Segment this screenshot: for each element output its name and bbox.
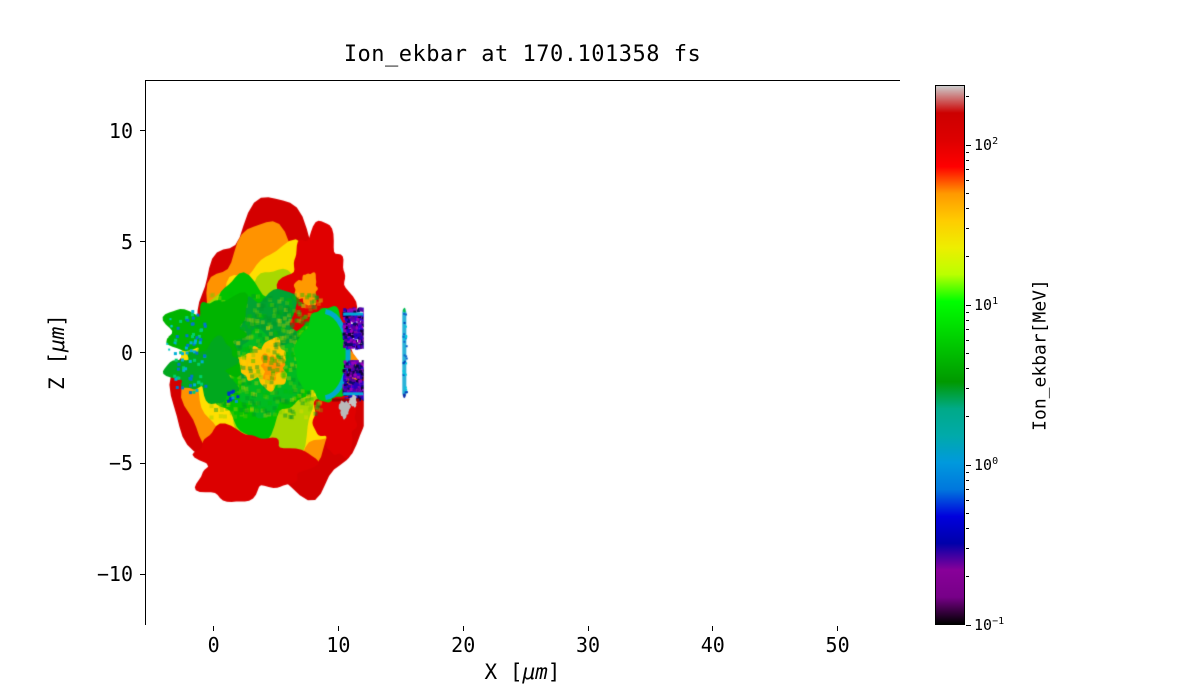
y-tick-label: −10 [96,562,133,587]
x-tick-label: 20 [451,633,476,657]
y-tick-label: 5 [120,229,133,254]
colorbar-minor-tick-mark [966,151,969,153]
colorbar-tick-label: 102 [974,136,998,154]
colorbar-minor-tick-mark [966,352,969,354]
colorbar-minor-tick-mark [966,329,969,331]
y-tick-mark [140,130,145,132]
x-tick-mark [337,626,339,631]
colorbar-minor-tick-mark [966,480,969,481]
y-tick-mark [140,462,145,464]
x-tick-mark [712,626,714,631]
y-tick-label: −5 [108,451,133,476]
colorbar-tick-label: 10−1 [974,616,1004,634]
colorbar-minor-tick-mark [966,192,969,194]
x-tick-mark [462,626,464,631]
colorbar-minor-tick-mark [966,528,969,530]
colorbar-minor-tick-mark [966,548,969,550]
colorbar-minor-tick-mark [966,311,969,313]
x-axis-label-post: ] [547,660,561,684]
y-tick-mark [140,241,145,243]
y-axis-label-mu: μm [45,326,69,353]
colorbar-minor-tick-mark [966,169,969,171]
y-axis-label-post: ] [45,314,69,327]
x-axis-label: X [μm] [145,660,900,684]
colorbar-minor-tick-mark [966,512,969,514]
colorbar-minor-tick-mark [966,499,969,501]
y-tick-mark [140,573,145,575]
colorbar-minor-tick-mark [966,96,969,98]
colorbar-minor-tick-mark [966,208,969,210]
colorbar-minor-tick-mark [966,416,969,418]
colorbar-tick-label: 101 [974,296,998,314]
x-axis-label-pre: X [ [484,660,523,684]
colorbar-minor-tick-mark [966,339,969,341]
y-axis-label-pre: Z [ [45,352,69,390]
colorbar-tick-exponent: 1 [992,296,999,307]
x-tick-mark [587,626,589,631]
x-axis-label-mu: μm [522,660,548,684]
colorbar-tick-base: 10 [974,616,993,634]
plot-area [145,80,901,626]
colorbar-minor-tick-mark [966,228,969,230]
plot-title: Ion_ekbar at 170.101358 fs [343,42,702,67]
colorbar-minor-tick-mark [966,471,969,473]
colorbar-minor-tick-mark [966,576,969,578]
x-tick-label: 40 [700,633,725,657]
x-tick-mark [213,626,215,631]
colorbar-tick-label: 100 [974,456,998,474]
colorbar-tick-mark [966,464,971,466]
colorbar-tick-base: 10 [974,136,993,154]
colorbar-tick-mark [966,144,971,146]
colorbar-minor-tick-mark [966,388,969,390]
colorbar-minor-tick-mark [966,256,969,258]
colorbar-minor-tick-mark [966,179,969,181]
colorbar-tick-exponent: 2 [992,136,999,147]
colorbar-minor-tick-mark [966,320,969,321]
y-tick-label: 0 [120,340,133,365]
heatmap-canvas [146,81,901,626]
x-tick-label: 50 [825,633,850,657]
colorbar-tick-mark [966,304,971,306]
colorbar-minor-tick-mark [966,160,969,161]
y-tick-mark [140,352,145,353]
colorbar-minor-tick-mark [966,368,969,370]
colorbar-tick-mark [966,624,971,626]
x-tick-label: 30 [575,633,601,657]
colorbar [935,85,965,625]
colorbar-tick-exponent: 0 [992,456,999,467]
colorbar-label: Ion_ekbar[MeV] [1029,279,1051,431]
colorbar-tick-exponent: −1 [992,616,1005,627]
y-tick-label: 10 [108,118,133,143]
x-tick-label: 0 [207,633,220,657]
x-tick-mark [837,626,839,631]
x-tick-label: 10 [326,633,351,657]
colorbar-minor-tick-mark [966,489,969,491]
y-axis-label: Z [μm] [45,314,69,390]
colorbar-tick-base: 10 [974,456,993,474]
colorbar-tick-base: 10 [974,296,993,314]
